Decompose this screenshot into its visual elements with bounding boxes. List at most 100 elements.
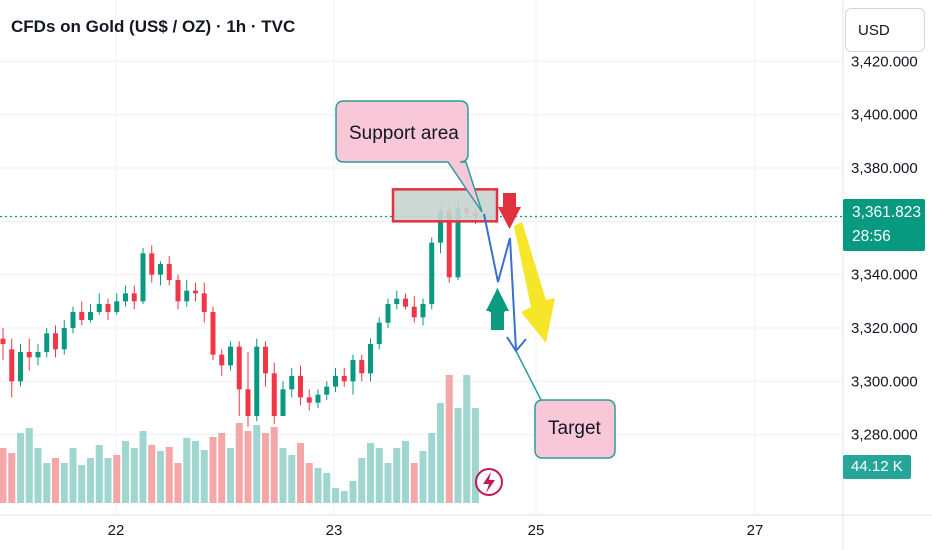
volume-bar: [17, 433, 24, 503]
candle-body: [166, 264, 172, 280]
candle-body: [315, 394, 321, 403]
volume-bar: [148, 445, 156, 503]
volume-bar: [78, 465, 86, 503]
volume-bar: [367, 443, 374, 503]
candle-body: [201, 293, 207, 312]
volume-bar: [472, 408, 479, 503]
candle-body: [236, 346, 242, 390]
support-zone-box: [391, 188, 499, 223]
volume-bar: [402, 441, 409, 503]
candle-body: [44, 333, 50, 352]
candle-body: [263, 346, 268, 374]
candle-body: [376, 322, 382, 344]
bearish-arrow-yellow: [514, 222, 555, 343]
candle-body: [333, 376, 338, 387]
volume-bar: [454, 408, 462, 503]
candle-body: [254, 346, 260, 416]
candle-body: [324, 386, 330, 395]
candle-body: [18, 352, 23, 382]
price-tick-label: 3,320.000: [851, 320, 918, 337]
time-tick-label: 22: [108, 522, 125, 539]
volume-bar: [332, 488, 339, 503]
candle-body: [140, 253, 146, 302]
volume-bar: [8, 453, 16, 503]
time-tick-label: 25: [528, 522, 545, 539]
candle-body: [193, 290, 198, 294]
support-area-label: Support area: [349, 123, 459, 144]
last-price-value: 3,361.823: [852, 204, 921, 221]
candle-body: [0, 338, 6, 344]
bearish-arrow-red: [498, 193, 521, 229]
volume-bar: [183, 438, 191, 503]
candle-body: [96, 304, 102, 312]
volume-bar: [130, 448, 138, 503]
candle-body: [271, 373, 277, 416]
candle-body: [114, 301, 120, 312]
candle-body: [446, 210, 452, 278]
volume-bar: [463, 375, 471, 503]
volume-bar: [393, 448, 401, 503]
candle-body: [228, 346, 233, 366]
target-label: Target: [548, 418, 602, 439]
candle-body: [341, 376, 347, 382]
volume-bar: [157, 451, 164, 503]
price-tick-label: 3,400.000: [851, 107, 918, 124]
candle-body: [88, 312, 93, 320]
volume-bar: [174, 463, 182, 503]
volume-bar: [437, 403, 444, 503]
volume-bar: [235, 423, 243, 503]
volume-bar: [122, 441, 129, 503]
chart-title: CFDs on Gold (US$ / OZ) · 1h · TVC: [11, 17, 296, 36]
candle-body: [455, 208, 461, 278]
volume-bar: [270, 427, 278, 503]
volume-bar: [227, 448, 234, 503]
volume-bar: [419, 451, 427, 503]
volume-bar: [87, 458, 94, 503]
volume-bar: [52, 458, 59, 503]
candle-body: [298, 376, 303, 398]
volume-bar: [375, 448, 383, 503]
bullish-arrow-green: [486, 288, 509, 330]
price-tick-label: 3,380.000: [851, 160, 918, 177]
volume-bar: [95, 445, 103, 503]
volume-bars: [0, 375, 479, 503]
volume-bar: [60, 463, 68, 503]
candle-body: [219, 354, 225, 366]
volume-bar: [323, 473, 331, 503]
target-callout: Target: [534, 399, 616, 459]
volume-bar: [0, 448, 7, 503]
volume-bar: [165, 447, 173, 503]
price-tick-label: 3,280.000: [851, 427, 918, 444]
candle-body: [411, 306, 417, 318]
candle-body: [184, 290, 190, 302]
volume-bar: [384, 463, 392, 503]
volume-bar: [192, 441, 199, 503]
volume-bar: [104, 458, 112, 503]
price-tick-label: 3,420.000: [851, 53, 918, 70]
volume-bar: [209, 437, 217, 503]
candle-body: [105, 304, 111, 312]
volume-bar: [43, 463, 51, 503]
candle-body: [245, 389, 251, 416]
candle-body: [158, 264, 163, 275]
volume-bar: [288, 455, 296, 503]
volume-bar: [314, 468, 322, 503]
time-tick-label: 23: [326, 522, 343, 539]
volume-bar: [262, 433, 269, 503]
volume-bar: [445, 375, 453, 503]
candle-body: [79, 312, 85, 320]
volume-tag: 44.12 K: [843, 455, 911, 479]
lightning-icon[interactable]: [475, 468, 503, 496]
candle-body: [429, 242, 435, 304]
projected-path-line: [483, 213, 542, 401]
currency-button[interactable]: USD: [845, 8, 925, 52]
candle-body: [350, 360, 356, 382]
candle-body: [149, 253, 155, 275]
candle-body: [438, 210, 443, 243]
candle-body: [368, 344, 373, 374]
candle-body: [131, 293, 137, 302]
support-area-callout: Support area: [335, 100, 483, 213]
candle-body: [280, 389, 286, 416]
